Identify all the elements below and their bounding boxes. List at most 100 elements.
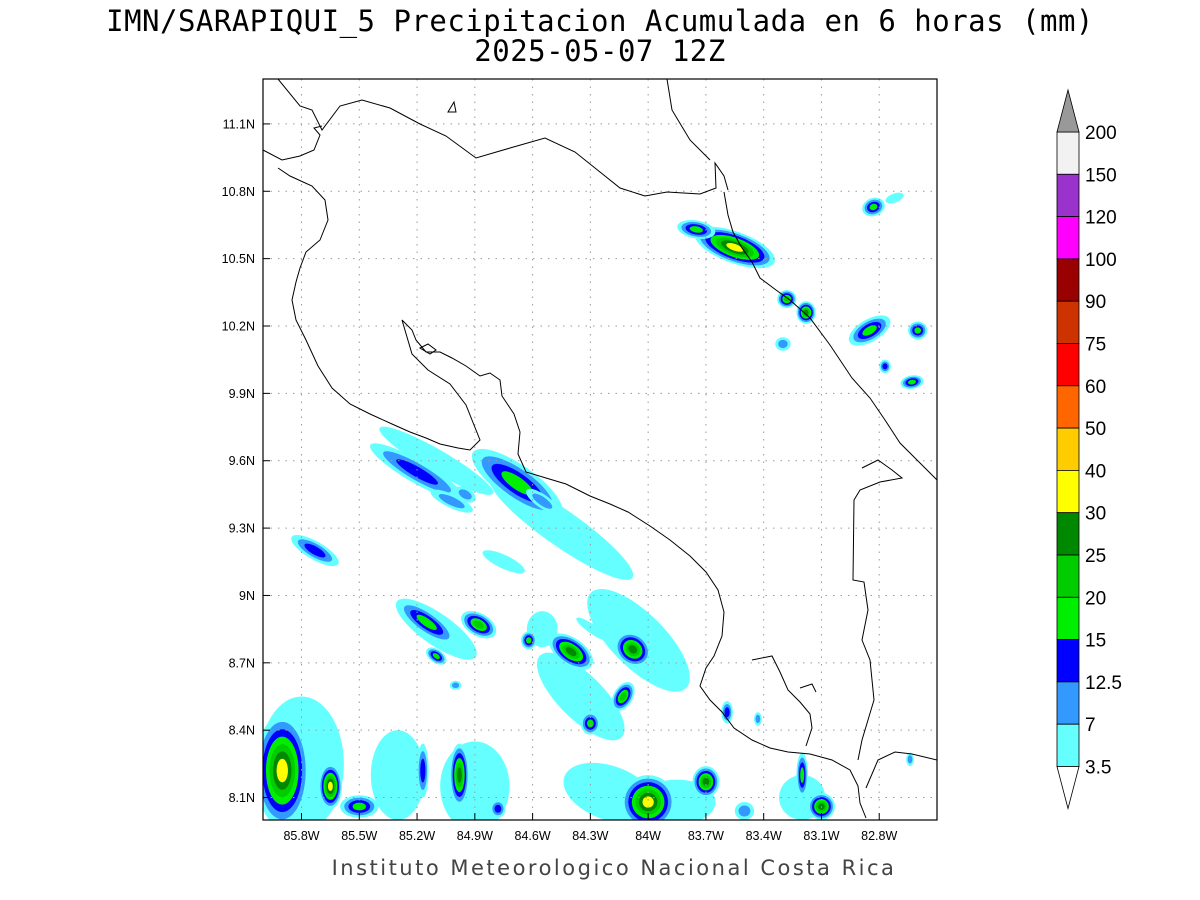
colorbar-segment <box>1056 681 1080 725</box>
colorbar-segment <box>1056 385 1080 429</box>
panama-coast-south <box>865 751 937 789</box>
lon-tick-label: 85.2W <box>399 829 435 843</box>
map-title: IMN/SARAPIQUI_5 Precipitacion Acumulada … <box>106 4 1094 38</box>
colorbar-label: 40 <box>1085 461 1106 482</box>
precip-contour <box>689 226 703 233</box>
golfito-inlet <box>799 683 817 693</box>
colorbar-label: 12.5 <box>1085 673 1122 694</box>
precip-contour <box>276 758 288 783</box>
colorbar-label: 30 <box>1085 504 1106 525</box>
colorbar-label: 100 <box>1085 250 1117 271</box>
precip-contour <box>457 767 462 783</box>
precip-contour <box>800 767 805 783</box>
precip-contour <box>494 804 502 813</box>
colorbar-segment <box>1056 427 1080 471</box>
pacific-coast-north <box>263 125 323 161</box>
colorbar-label: 150 <box>1085 165 1117 186</box>
precip-contour <box>642 796 654 808</box>
lat-tick-label: 10.5N <box>222 252 255 266</box>
colorbar-segment <box>1056 216 1080 260</box>
lat-tick-label: 8.7N <box>229 656 255 670</box>
colorbar-segment <box>1056 723 1080 767</box>
precip-contour <box>619 692 627 701</box>
lon-tick-label: 84.9W <box>457 829 493 843</box>
colorbar-segment <box>1056 258 1080 302</box>
precip-contour <box>587 719 594 728</box>
precip-contour <box>628 645 638 654</box>
lat-tick-label: 8.1N <box>229 791 255 805</box>
longitude-axis: 85.8W 85.5W 85.2W 84.9W 84.6W 84.3W 84W 83.7W 83… <box>283 813 897 843</box>
precip-contour <box>576 617 609 641</box>
colorbar-label: 200 <box>1085 123 1117 144</box>
caribbean-coast <box>666 79 937 481</box>
colorbar-label: 25 <box>1085 546 1106 567</box>
lat-tick-label: 9.3N <box>229 522 255 536</box>
lake-island <box>447 100 457 113</box>
lon-tick-label: 82.8W <box>861 829 897 843</box>
colorbar-label: 120 <box>1085 208 1117 229</box>
precip-contour <box>432 653 440 660</box>
lat-tick-label: 8.4N <box>229 724 255 738</box>
lon-tick-label: 83.7W <box>688 829 724 843</box>
nicaragua-border <box>277 79 729 197</box>
precip-contour <box>702 778 710 786</box>
colorbar-min-arrow <box>1056 766 1080 811</box>
colorbar-segment <box>1056 554 1080 598</box>
lon-tick-label: 84.6W <box>515 829 551 843</box>
colorbar-label: 50 <box>1085 419 1106 440</box>
colorbar-label: 3.5 <box>1085 758 1111 779</box>
precip-contour <box>526 637 532 644</box>
osa-peninsula <box>751 655 813 747</box>
precip-contour <box>532 493 553 509</box>
gulf-island <box>418 343 437 355</box>
colorbar-label: 90 <box>1085 292 1106 313</box>
precip-contour <box>416 614 437 631</box>
precip-contour <box>473 620 484 629</box>
colorbar-segment <box>1056 469 1080 514</box>
precip-contour <box>565 647 577 656</box>
precip-contour <box>304 543 326 558</box>
precip-contour <box>438 494 465 509</box>
map-subtitle-date: 2025-05-07 12Z <box>474 34 726 68</box>
latitude-axis: 11.1N 10.8N 10.5N 10.2N 9.9N 9.6N 9.3N 9N 8.7N 8.… <box>222 117 270 805</box>
precip-contour <box>452 682 460 689</box>
colorbar-segment <box>1056 131 1080 175</box>
precip-contour <box>327 781 333 792</box>
lat-tick-label: 11.1N <box>223 117 255 131</box>
precip-contour <box>862 325 877 336</box>
lon-tick-label: 85.8W <box>283 829 319 843</box>
colorbar-legend: 3.5 7 12.5 15 20 25 30 40 50 60 75 90 100 120 150 200 <box>1056 88 1122 811</box>
precip-contour <box>869 203 878 211</box>
colorbar-segment <box>1056 173 1080 218</box>
lon-tick-label: 83.4W <box>746 829 782 843</box>
colorbar-segment <box>1056 596 1080 640</box>
precip-contour <box>724 707 730 718</box>
lon-tick-label: 83.1W <box>803 829 839 843</box>
colorbar-label: 7 <box>1085 715 1096 736</box>
colorbar-segment <box>1056 512 1080 556</box>
precip-contour <box>885 192 904 204</box>
precip-contour <box>778 339 788 349</box>
precip-contour <box>907 379 916 385</box>
precip-area <box>536 652 625 741</box>
lon-tick-label: 84W <box>635 829 661 843</box>
lon-tick-label: 85.5W <box>341 829 377 843</box>
precipitation-field <box>263 192 928 820</box>
precip-contour <box>738 805 751 817</box>
precip-contour <box>784 296 790 302</box>
precip-contour <box>755 714 761 724</box>
precip-contour <box>726 243 744 252</box>
panama-border <box>852 459 904 761</box>
coastline-borders <box>263 79 937 819</box>
lat-tick-label: 9.9N <box>229 387 255 401</box>
pacific-coast-guanacaste <box>277 167 867 819</box>
precip-area <box>482 550 525 574</box>
colorbar-label: 20 <box>1085 588 1106 609</box>
colorbar-segment <box>1056 300 1080 344</box>
colorbar-label: 75 <box>1085 335 1106 356</box>
colorbar-segment <box>1056 639 1080 683</box>
precip-contour <box>882 363 888 370</box>
precip-contour <box>420 758 426 783</box>
lat-tick-label: 9.6N <box>229 454 255 468</box>
